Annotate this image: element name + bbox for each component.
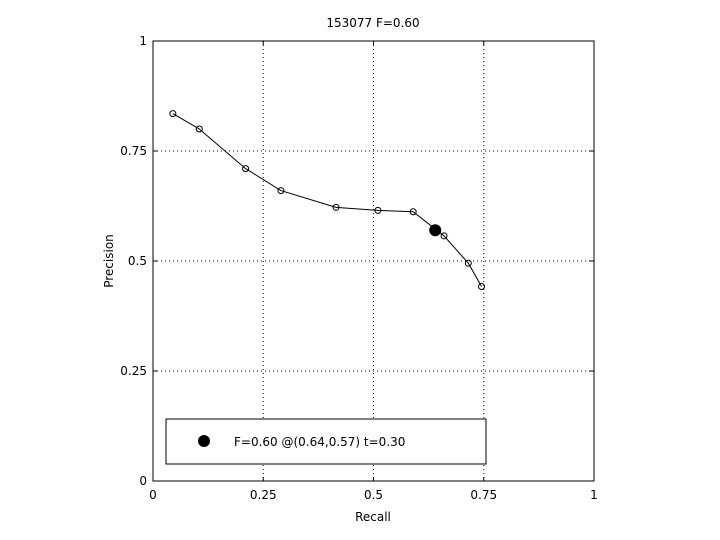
x-tick-label: 0.5 <box>364 488 383 502</box>
x-tick-label: 0.25 <box>250 488 277 502</box>
chart-title: 153077 F=0.60 <box>326 16 419 30</box>
legend: F=0.60 @(0.64,0.57) t=0.30 <box>165 418 487 465</box>
y-axis-label: Precision <box>102 234 116 288</box>
grid-lines <box>153 41 594 481</box>
data-point <box>277 187 285 195</box>
data-point <box>440 232 448 240</box>
legend-marker <box>198 435 210 447</box>
data-point <box>374 206 382 214</box>
y-tick-label: 0 <box>139 474 147 488</box>
data-point <box>464 259 472 267</box>
data-point <box>409 208 417 216</box>
y-tick-label: 0.25 <box>120 364 147 378</box>
x-tick-label: 0 <box>149 488 157 502</box>
legend-box <box>165 418 487 465</box>
legend-label: F=0.60 @(0.64,0.57) t=0.30 <box>234 435 405 449</box>
data-point <box>195 125 203 133</box>
best-point-group <box>429 224 442 237</box>
series-line-group <box>169 110 486 291</box>
data-point <box>478 283 486 291</box>
y-axis: 0 0.25 0.5 0.75 1 <box>120 34 594 488</box>
x-tick-label: 0.75 <box>470 488 497 502</box>
y-tick-label: 0.75 <box>120 144 147 158</box>
best-f-point <box>429 224 442 237</box>
x-axis-label: Recall <box>355 510 391 524</box>
y-tick-label: 0.5 <box>128 254 147 268</box>
data-point <box>242 165 250 173</box>
x-tick-label: 1 <box>590 488 598 502</box>
y-tick-label: 1 <box>139 34 147 48</box>
data-point <box>169 110 177 118</box>
data-point <box>332 203 340 211</box>
series-line <box>172 113 482 287</box>
x-axis: 0 0.25 0.5 0.75 1 <box>149 41 598 502</box>
